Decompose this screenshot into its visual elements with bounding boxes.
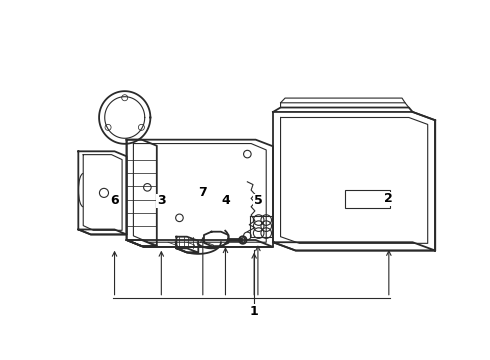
Text: 2: 2 xyxy=(385,193,393,206)
Text: 3: 3 xyxy=(157,194,166,207)
Bar xyxy=(344,190,390,208)
Text: 4: 4 xyxy=(221,194,230,207)
Text: 5: 5 xyxy=(253,194,262,207)
Text: 1: 1 xyxy=(250,305,259,318)
Text: 6: 6 xyxy=(110,194,119,207)
Text: 7: 7 xyxy=(198,186,207,199)
